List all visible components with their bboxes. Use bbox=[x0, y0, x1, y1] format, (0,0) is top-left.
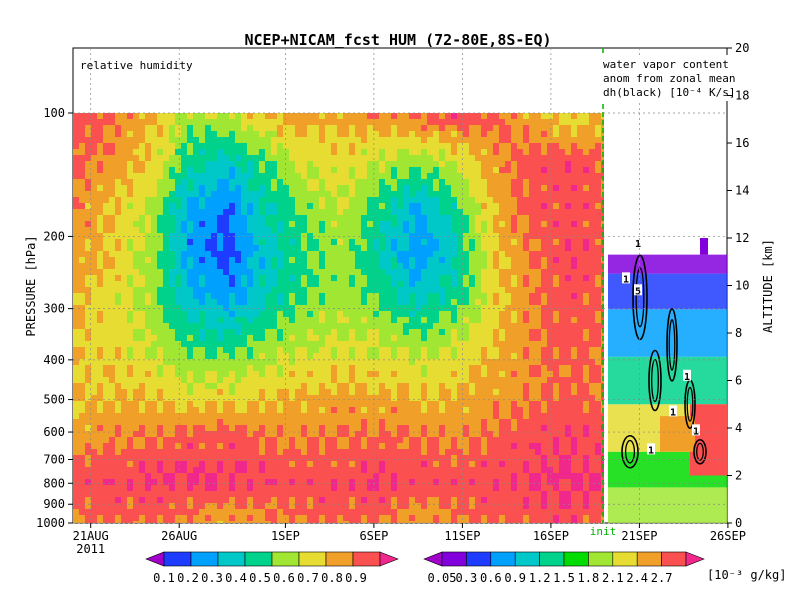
colorbar-left: 0.1 0.2 0.3 0.4 0.5 0.6 0.7 0.8 0.9 bbox=[145, 551, 399, 585]
colorbar-swatch bbox=[163, 551, 192, 567]
x-tick-label: 16SEP bbox=[533, 529, 569, 543]
x-tick-label: 11SEP bbox=[444, 529, 480, 543]
y2-tick-label: 12 bbox=[735, 231, 749, 245]
y-tick-label: 400 bbox=[43, 353, 65, 367]
y2-tick-label: 4 bbox=[735, 421, 742, 435]
y-tick-label: 700 bbox=[43, 452, 65, 466]
colorbar-swatch bbox=[352, 551, 381, 567]
colorbar-swatch bbox=[271, 551, 300, 567]
colorbar-swatch bbox=[539, 551, 565, 567]
x-tick-label: 6SEP bbox=[359, 529, 388, 543]
colorbar-swatch bbox=[490, 551, 516, 567]
contour-label: 1 bbox=[623, 274, 629, 285]
colorbar-label: 1.8 bbox=[578, 571, 600, 585]
colorbar-label: 0.9 bbox=[504, 571, 526, 585]
colorbar-swatch bbox=[588, 551, 614, 567]
y2-tick-label: 8 bbox=[735, 326, 742, 340]
colorbar-label: 0.6 bbox=[273, 571, 295, 585]
left-panel-label: relative humidity bbox=[80, 59, 193, 72]
colorbar-swatch bbox=[636, 551, 662, 567]
colorbar-label: 2.7 bbox=[651, 571, 673, 585]
colorbar-swatch bbox=[298, 551, 327, 567]
y-tick-label: 800 bbox=[43, 476, 65, 490]
colorbar-label: 0.6 bbox=[480, 571, 502, 585]
contour-label: 1 bbox=[684, 372, 690, 383]
colorbar-label: 1.2 bbox=[529, 571, 551, 585]
colorbar-right-unit: [10⁻³ g/kg] bbox=[707, 568, 786, 582]
y2-tick-label: 16 bbox=[735, 136, 749, 150]
init-label: init bbox=[590, 525, 617, 538]
y2-tick-label: 0 bbox=[735, 516, 742, 530]
colorbar-swatch bbox=[514, 551, 540, 567]
y2-tick-label: 18 bbox=[735, 89, 749, 103]
colorbar-label: 0.4 bbox=[225, 571, 247, 585]
colorbar-swatch bbox=[441, 551, 467, 567]
grid-lines bbox=[73, 48, 727, 524]
colorbar-label: 0.5 bbox=[249, 571, 271, 585]
y2-tick-label: 10 bbox=[735, 279, 749, 293]
colorbar-label: 1.5 bbox=[553, 571, 575, 585]
y-tick-label: 300 bbox=[43, 302, 65, 316]
y2-tick-label: 14 bbox=[735, 184, 749, 198]
colorbar-swatch bbox=[244, 551, 273, 567]
colorbar-label: 0.9 bbox=[345, 571, 367, 585]
y-tick-label: 600 bbox=[43, 425, 65, 439]
rh-heatmap bbox=[73, 113, 604, 523]
colorbar-label: 2.4 bbox=[626, 571, 648, 585]
y-axis-label-left: PRESSURE [hPa] bbox=[24, 235, 38, 336]
x-tick-label: 21AUG bbox=[73, 529, 109, 543]
colorbar-swatch bbox=[661, 551, 687, 567]
colorbar-swatch bbox=[190, 551, 219, 567]
right-panel-label-line: dh(black) [10⁻⁴ K/s] bbox=[603, 86, 735, 99]
y-tick-label: 900 bbox=[43, 497, 65, 511]
y-tick-label: 500 bbox=[43, 393, 65, 407]
x-tick-label: 1SEP bbox=[271, 529, 300, 543]
y-tick-label: 1000 bbox=[36, 516, 65, 530]
colorbar-label: 0.3 bbox=[201, 571, 223, 585]
contour-label: 1 bbox=[648, 445, 654, 456]
colorbar-swatch bbox=[563, 551, 589, 567]
x-tick-label: 26AUG bbox=[161, 529, 197, 543]
colorbar-label: 0.2 bbox=[177, 571, 199, 585]
colorbar-right: 0.05 0.3 0.6 0.9 1.2 1.5 1.8 2.1 2.4 2.7 bbox=[423, 551, 705, 585]
colorbar-label: 0.1 bbox=[153, 571, 175, 585]
colorbar-swatch bbox=[217, 551, 246, 567]
colorbar-label: 0.05 bbox=[428, 571, 457, 585]
y-tick-label: 200 bbox=[43, 229, 65, 243]
colorbar-swatch bbox=[612, 551, 638, 567]
colorbar-swatch bbox=[466, 551, 492, 567]
colorbar-label: 0.7 bbox=[297, 571, 319, 585]
contour-label: 5 bbox=[635, 286, 641, 297]
x-tick-label: 21SEP bbox=[621, 529, 657, 543]
colorbar-label: 0.8 bbox=[321, 571, 343, 585]
y2-tick-label: 2 bbox=[735, 469, 742, 483]
right-panel-label-line: water vapor content bbox=[603, 58, 729, 71]
colorbar-label: 0.3 bbox=[456, 571, 478, 585]
contour-label: 1 bbox=[635, 239, 641, 250]
year-label: 2011 bbox=[76, 542, 105, 556]
right-panel-label-line: anom from zonal mean bbox=[603, 72, 735, 85]
colorbar-label: 2.1 bbox=[602, 571, 624, 585]
colorbar-swatch bbox=[325, 551, 354, 567]
y-tick-label: 100 bbox=[43, 106, 65, 120]
y2-tick-label: 20 bbox=[735, 41, 749, 55]
y2-tick-label: 6 bbox=[735, 374, 742, 388]
x-tick-label: 26SEP bbox=[710, 529, 746, 543]
chart-title: NCEP+NICAM_fcst HUM (72-80E,8S-EQ) bbox=[244, 31, 551, 49]
contour-label: 1 bbox=[670, 407, 676, 418]
y-axis-label-right: ALTITUDE [km] bbox=[761, 239, 775, 333]
contour-label: 1 bbox=[693, 426, 699, 437]
